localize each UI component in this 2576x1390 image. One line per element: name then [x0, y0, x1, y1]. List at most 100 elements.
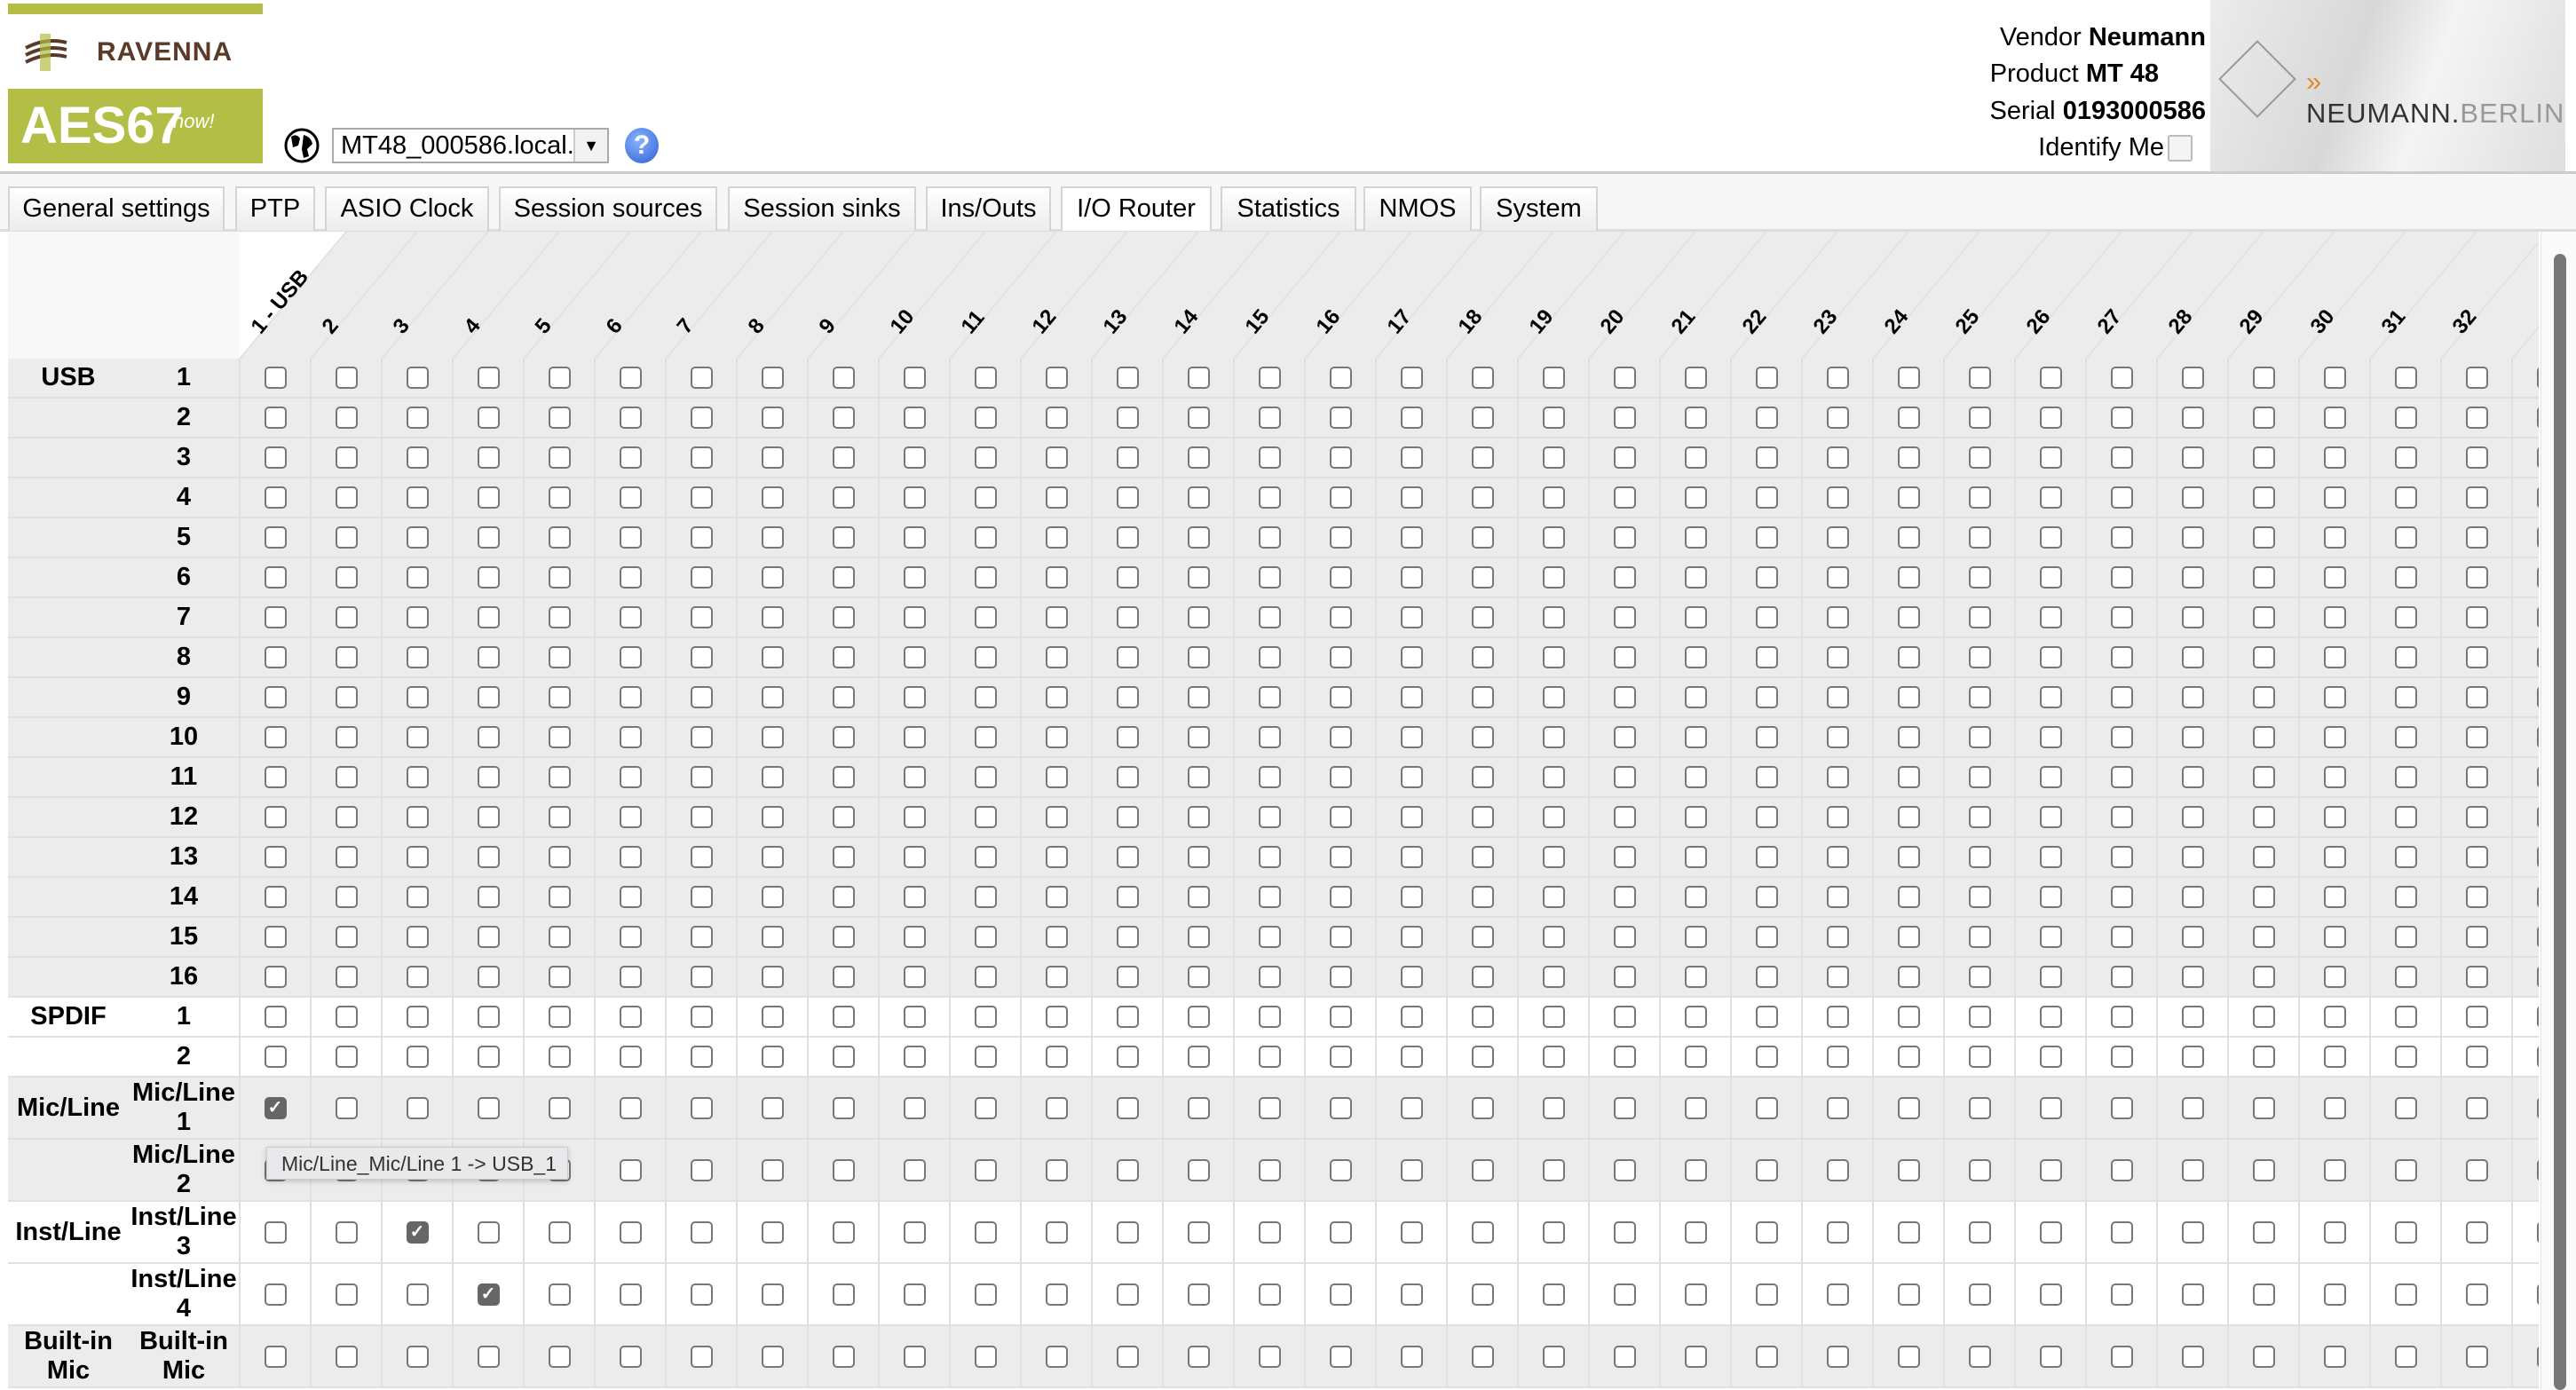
route-checkbox[interactable] — [548, 686, 571, 708]
route-checkbox[interactable] — [1116, 1220, 1139, 1244]
route-checkbox[interactable] — [548, 1220, 571, 1244]
route-checkbox[interactable] — [974, 1345, 997, 1368]
help-question-icon[interactable]: ? — [625, 128, 659, 163]
route-checkbox[interactable] — [1826, 407, 1849, 429]
route-checkbox[interactable] — [1045, 1220, 1068, 1244]
route-checkbox[interactable] — [2465, 806, 2488, 828]
route-checkbox[interactable] — [2465, 966, 2488, 988]
route-checkbox[interactable] — [2252, 486, 2275, 509]
route-checkbox[interactable] — [1045, 486, 1068, 509]
route-checkbox[interactable] — [1045, 367, 1068, 389]
route-checkbox[interactable] — [761, 486, 784, 509]
route-checkbox[interactable] — [1542, 1220, 1565, 1244]
vertical-scrollbar[interactable] — [2540, 232, 2576, 1390]
route-checkbox[interactable] — [2536, 686, 2539, 708]
route-checkbox[interactable] — [1826, 726, 1849, 748]
route-checkbox[interactable] — [1684, 1283, 1707, 1306]
route-checkbox[interactable] — [619, 526, 642, 549]
route-checkbox[interactable] — [1187, 1158, 1210, 1181]
route-checkbox[interactable] — [335, 1046, 358, 1068]
route-checkbox[interactable] — [548, 766, 571, 788]
route-checkbox[interactable] — [477, 646, 500, 668]
route-checkbox[interactable] — [2039, 886, 2062, 908]
route-checkbox[interactable] — [1045, 526, 1068, 549]
route-checkbox[interactable] — [2323, 446, 2346, 469]
route-checkbox[interactable] — [1897, 806, 1920, 828]
route-checkbox[interactable] — [1471, 1096, 1494, 1119]
route-checkbox[interactable] — [1542, 966, 1565, 988]
route-checkbox[interactable] — [2536, 446, 2539, 469]
route-checkbox[interactable] — [974, 566, 997, 588]
route-checkbox[interactable] — [2465, 1283, 2488, 1306]
route-checkbox[interactable] — [1471, 1345, 1494, 1368]
route-checkbox[interactable] — [1826, 1006, 1849, 1028]
route-checkbox[interactable] — [2181, 446, 2204, 469]
route-checkbox[interactable] — [548, 407, 571, 429]
route-checkbox[interactable] — [264, 646, 287, 668]
route-checkbox[interactable] — [264, 726, 287, 748]
route-checkbox[interactable] — [1471, 726, 1494, 748]
route-checkbox[interactable] — [1116, 726, 1139, 748]
route-checkbox[interactable] — [2039, 1158, 2062, 1181]
route-checkbox[interactable] — [1258, 1220, 1281, 1244]
route-checkbox[interactable] — [2181, 846, 2204, 868]
route-checkbox[interactable] — [1897, 646, 1920, 668]
tab-nmos[interactable]: NMOS — [1363, 186, 1472, 231]
route-checkbox[interactable] — [619, 1220, 642, 1244]
route-checkbox[interactable] — [335, 1220, 358, 1244]
route-checkbox[interactable] — [477, 726, 500, 748]
route-checkbox[interactable] — [1968, 566, 1991, 588]
route-checkbox[interactable] — [832, 886, 855, 908]
route-checkbox[interactable] — [1400, 886, 1423, 908]
route-checkbox[interactable] — [1187, 1220, 1210, 1244]
route-checkbox[interactable] — [1968, 726, 1991, 748]
route-checkbox[interactable] — [974, 686, 997, 708]
route-checkbox[interactable] — [548, 806, 571, 828]
route-checkbox[interactable] — [1897, 886, 1920, 908]
route-checkbox[interactable] — [2394, 1046, 2417, 1068]
route-checkbox[interactable] — [2323, 1096, 2346, 1119]
route-checkbox[interactable] — [477, 566, 500, 588]
route-checkbox[interactable] — [1258, 606, 1281, 628]
route-checkbox[interactable] — [1755, 766, 1778, 788]
route-checkbox[interactable] — [1329, 1283, 1352, 1306]
route-checkbox[interactable] — [2465, 566, 2488, 588]
route-checkbox[interactable] — [1968, 606, 1991, 628]
route-checkbox[interactable] — [619, 1046, 642, 1068]
route-checkbox[interactable] — [1187, 926, 1210, 948]
route-checkbox[interactable] — [1684, 407, 1707, 429]
route-checkbox[interactable] — [1755, 1096, 1778, 1119]
route-checkbox[interactable] — [1613, 926, 1636, 948]
route-checkbox[interactable] — [903, 926, 926, 948]
route-checkbox[interactable] — [1755, 446, 1778, 469]
route-checkbox[interactable] — [2465, 367, 2488, 389]
route-checkbox[interactable] — [903, 886, 926, 908]
route-checkbox[interactable] — [1116, 367, 1139, 389]
route-checkbox[interactable] — [406, 726, 429, 748]
route-checkbox[interactable] — [974, 486, 997, 509]
route-checkbox[interactable] — [1045, 1158, 1068, 1181]
route-checkbox[interactable] — [406, 646, 429, 668]
route-checkbox[interactable] — [548, 646, 571, 668]
route-checkbox[interactable] — [2536, 1345, 2539, 1368]
route-checkbox[interactable] — [1187, 1096, 1210, 1119]
route-checkbox[interactable] — [2110, 926, 2133, 948]
route-checkbox[interactable] — [264, 806, 287, 828]
route-checkbox[interactable] — [2536, 806, 2539, 828]
route-checkbox[interactable] — [1968, 806, 1991, 828]
route-checkbox[interactable] — [2394, 966, 2417, 988]
route-checkbox[interactable] — [690, 566, 713, 588]
route-checkbox[interactable] — [2465, 1220, 2488, 1244]
route-checkbox[interactable] — [761, 1006, 784, 1028]
route-checkbox[interactable] — [2394, 1345, 2417, 1368]
route-checkbox[interactable] — [1968, 367, 1991, 389]
scrollbar-thumb[interactable] — [2554, 254, 2566, 1390]
route-checkbox[interactable] — [1329, 846, 1352, 868]
route-checkbox[interactable] — [264, 486, 287, 509]
route-checkbox[interactable] — [2252, 1046, 2275, 1068]
route-checkbox[interactable] — [1542, 886, 1565, 908]
route-checkbox[interactable] — [2110, 1158, 2133, 1181]
route-checkbox[interactable] — [761, 926, 784, 948]
route-checkbox[interactable] — [2465, 1006, 2488, 1028]
route-checkbox[interactable] — [1897, 926, 1920, 948]
